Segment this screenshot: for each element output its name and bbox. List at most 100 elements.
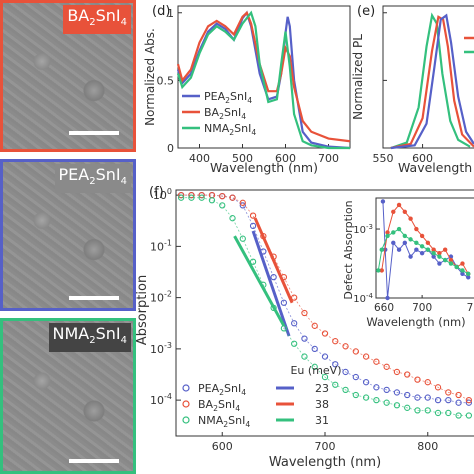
data-point-inset: [460, 268, 465, 273]
data-point-f: [301, 309, 308, 317]
data-point-inset: [448, 261, 454, 266]
series-line-inset: [381, 204, 469, 275]
y-tick-label-d: 0.5: [157, 74, 175, 87]
x-tick-label-e: 550: [373, 152, 394, 165]
data-point-f: [383, 363, 390, 370]
legend-eu-value-f: 31: [315, 414, 329, 427]
legend-marker-f: [182, 400, 190, 408]
y-tick-label-f: 10-3: [150, 341, 172, 356]
data-point-f: [321, 353, 329, 360]
data-point-f: [239, 199, 246, 206]
data-point-f: [362, 353, 370, 360]
data-point-f: [249, 222, 257, 230]
legend-eu-value-f: 23: [315, 382, 329, 395]
data-point-inset: [442, 257, 448, 263]
data-point-inset: [419, 233, 425, 239]
data-point-f: [404, 404, 411, 411]
y-tick-label-inset: 10-4: [353, 292, 373, 305]
data-point-inset: [385, 295, 390, 301]
data-point-f: [332, 361, 339, 368]
data-point-inset: [442, 247, 448, 252]
y-tick-label-d: 0: [167, 142, 174, 155]
scale-bar: [69, 296, 119, 300]
data-point-inset: [419, 244, 425, 249]
data-point-inset: [460, 261, 465, 266]
data-point-f: [239, 202, 246, 209]
data-point-inset: [419, 250, 425, 256]
data-point-f: [465, 399, 473, 406]
plot-frame-e: [382, 5, 474, 149]
urbach-fit-line-f: [253, 217, 294, 304]
data-point-inset: [408, 216, 413, 221]
data-point-inset: [385, 233, 390, 239]
data-point-f: [424, 394, 431, 401]
y-tick-label-inset: 10-3: [353, 223, 373, 236]
data-point-inset: [414, 240, 419, 246]
data-point-f: [291, 340, 298, 347]
data-point-f: [270, 273, 277, 281]
data-point-f: [424, 379, 431, 386]
sem-panel-ba: BA2SnI4: [0, 0, 136, 152]
y-tick-label-f: 10-4: [150, 392, 172, 407]
x-axis-label-d: Wavelength (nm): [210, 160, 318, 175]
x-tick-label-inset: 700: [412, 302, 432, 314]
data-point-f: [188, 191, 195, 199]
data-point-inset: [437, 261, 442, 266]
y-tick-label-f: 10-2: [150, 290, 172, 305]
series-line-e: [390, 12, 471, 150]
data-point-inset: [448, 257, 454, 263]
data-point-f: [455, 399, 462, 406]
y-tick-label-d: 1: [167, 7, 174, 20]
data-point-f: [249, 258, 257, 265]
data-point-inset: [466, 271, 471, 277]
data-point-inset: [391, 240, 396, 246]
data-point-inset: [454, 264, 459, 270]
data-point-f: [198, 194, 205, 201]
data-point-f: [414, 394, 421, 401]
data-point-inset: [414, 226, 419, 232]
data-point-f: [229, 194, 236, 201]
x-tick-label-d: 400: [189, 152, 210, 165]
data-point-f: [229, 215, 236, 222]
legend-marker-f: [182, 416, 190, 424]
data-point-inset: [414, 247, 419, 252]
data-point-inset: [391, 230, 396, 235]
data-point-f: [383, 399, 390, 406]
data-point-inset: [466, 275, 471, 280]
data-point-f: [311, 345, 318, 353]
x-tick-label-d: 600: [275, 152, 296, 165]
data-point-f: [465, 412, 473, 419]
x-tick-label-f: 700: [315, 440, 336, 453]
y-axis-label-e: Normalized PL: [351, 34, 365, 120]
data-point-f: [414, 407, 421, 414]
data-point-inset: [408, 254, 413, 259]
data-point-f: [373, 396, 380, 404]
data-point-inset: [376, 268, 381, 273]
data-point-f: [280, 299, 288, 306]
data-point-inset: [431, 254, 436, 259]
data-point-inset: [437, 250, 442, 256]
data-point-f: [393, 368, 401, 376]
data-point-f: [414, 376, 421, 383]
x-tick-label-inset: 7: [467, 302, 474, 314]
panel-label-f: (f): [149, 185, 164, 200]
data-point-inset: [402, 233, 408, 239]
data-point-f: [177, 194, 185, 201]
data-point-f: [434, 384, 442, 391]
x-tick-label-e: 600: [412, 152, 433, 165]
series-guide-f: [181, 197, 469, 416]
x-tick-label-d: 500: [232, 152, 253, 165]
urbach-fit-line-f: [233, 235, 286, 327]
data-point-f: [321, 373, 329, 381]
data-point-f: [311, 363, 318, 370]
series-line-d: [176, 10, 351, 143]
data-point-f: [352, 373, 359, 381]
data-point-inset: [396, 247, 402, 252]
data-point-inset: [379, 247, 384, 252]
inset-frame: [375, 197, 474, 299]
data-point-f: [445, 409, 452, 417]
data-point-inset: [431, 250, 436, 256]
data-point-inset: [385, 230, 390, 235]
data-point-inset: [396, 226, 402, 232]
